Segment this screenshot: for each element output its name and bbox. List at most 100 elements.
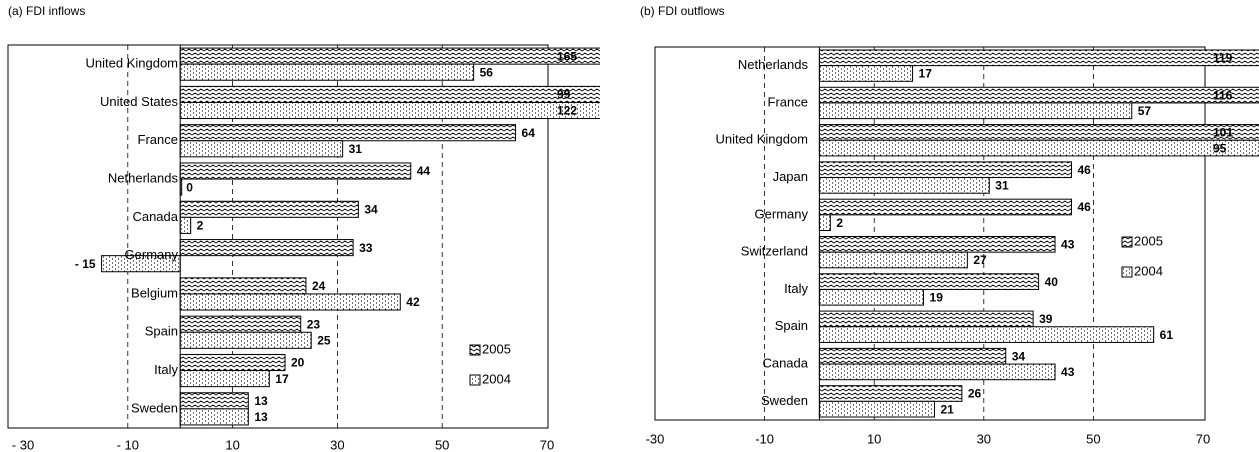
value-label: 119 — [1213, 51, 1233, 65]
value-label: 26 — [968, 387, 982, 401]
x-tick-label: 10 — [867, 431, 881, 446]
category-label: Spain — [775, 318, 808, 333]
value-label: 19 — [930, 290, 944, 304]
bar — [818, 65, 914, 82]
bar — [818, 161, 1072, 179]
category-label: Sweden — [761, 393, 808, 408]
bar — [179, 85, 600, 103]
x-tick-label: 70 — [1196, 431, 1210, 446]
value-label: 31 — [349, 142, 363, 156]
bar — [179, 408, 249, 426]
value-label: 17 — [919, 67, 933, 81]
legend-swatch — [1121, 236, 1133, 248]
category-label: Italy — [154, 362, 178, 377]
bar — [818, 49, 1259, 67]
value-label: 116 — [1213, 88, 1233, 102]
bar — [818, 139, 1259, 157]
x-tick-label: 70 — [540, 437, 554, 452]
value-label: 64 — [522, 126, 536, 140]
category-label: Sweden — [131, 400, 178, 415]
x-tick-label: 50 — [435, 437, 449, 452]
value-label: 42 — [406, 295, 420, 309]
category-label: Switzerland — [741, 244, 808, 259]
bar — [179, 101, 600, 120]
category-label: Belgium — [131, 285, 178, 300]
value-label: 23 — [307, 317, 321, 331]
category-label: France — [138, 132, 178, 147]
bar — [179, 315, 302, 333]
bar — [818, 251, 968, 269]
bar — [179, 124, 517, 142]
bar — [179, 216, 192, 234]
category-label: United Kingdom — [86, 56, 179, 71]
value-label: 33 — [359, 241, 373, 255]
x-tick-label: 50 — [1086, 431, 1100, 446]
chart-title: (b) FDI outflows — [640, 4, 725, 18]
bars — [101, 47, 600, 426]
category-label: United States — [100, 94, 179, 109]
bar — [818, 86, 1259, 104]
bar — [818, 347, 1007, 365]
category-label: Canada — [762, 355, 808, 370]
value-label: 13 — [254, 394, 268, 408]
value-label: 122 — [557, 104, 577, 118]
bar — [818, 363, 1056, 381]
bar — [818, 235, 1056, 253]
value-label: 34 — [364, 202, 378, 216]
legend-label: 2005 — [482, 341, 511, 356]
value-label: 2 — [836, 216, 843, 230]
x-tick-label: 30 — [977, 431, 991, 446]
x-tick-label: - 30 — [12, 437, 34, 452]
plot-frame — [7, 44, 549, 429]
value-label: 43 — [1061, 237, 1075, 251]
bar — [179, 63, 475, 81]
value-label: 21 — [940, 402, 954, 416]
value-label: 57 — [1138, 104, 1152, 118]
legend-swatch — [1121, 266, 1133, 278]
category-label: Germany — [755, 206, 809, 221]
bars — [818, 49, 1259, 418]
value-label: 44 — [417, 164, 431, 178]
bar — [179, 277, 307, 295]
x-tick-label: -10 — [755, 431, 774, 446]
plot-frame — [654, 46, 1206, 421]
bar — [818, 102, 1133, 120]
category-label: Netherlands — [738, 57, 809, 72]
bar — [179, 392, 249, 410]
value-label: 0 — [186, 180, 193, 194]
legend-label: 2005 — [1134, 233, 1163, 248]
value-label: 40 — [1045, 275, 1059, 289]
category-label: Japan — [773, 169, 808, 184]
bar — [179, 200, 359, 218]
bar — [179, 162, 412, 180]
value-label: 24 — [312, 279, 326, 293]
value-label: 13 — [254, 410, 268, 424]
x-tick-label: -30 — [646, 431, 665, 446]
bar — [179, 331, 312, 349]
category-label: Spain — [145, 324, 178, 339]
category-label: Italy — [784, 281, 808, 296]
legend-swatch — [469, 344, 481, 356]
bar — [818, 310, 1034, 328]
bar — [818, 177, 990, 194]
category-label: Canada — [132, 209, 178, 224]
value-label: 43 — [1061, 365, 1075, 379]
bar — [818, 124, 1259, 141]
x-tick-label: 30 — [330, 437, 344, 452]
category-label: France — [768, 94, 808, 109]
bar — [818, 214, 831, 232]
bar — [818, 288, 925, 306]
bar — [179, 239, 354, 257]
x-tick-label: 10 — [225, 437, 239, 452]
value-label: 101 — [1213, 126, 1233, 140]
value-label: 39 — [1039, 312, 1053, 326]
bar — [179, 140, 344, 158]
value-label: 46 — [1077, 163, 1091, 177]
value-label: 2 — [197, 219, 204, 233]
value-label: 20 — [291, 356, 305, 370]
value-label: 17 — [275, 372, 289, 386]
value-label: 31 — [995, 179, 1009, 193]
value-label: 56 — [480, 65, 494, 79]
value-label: 25 — [317, 333, 331, 347]
